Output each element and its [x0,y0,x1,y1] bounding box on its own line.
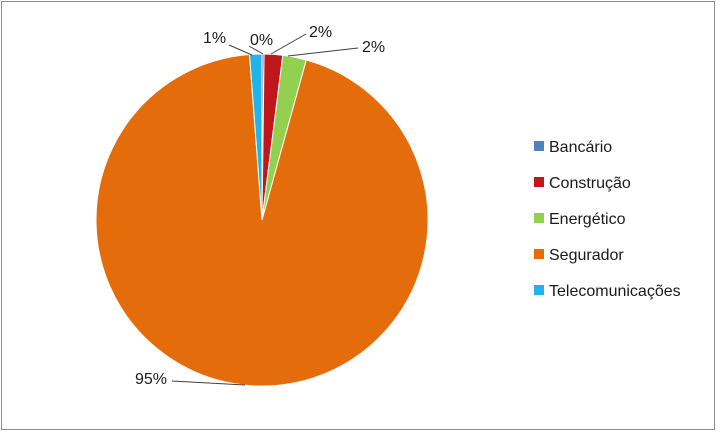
leader-line-4 [228,44,253,56]
legend-swatch-1 [534,177,544,187]
leader-line-1 [270,33,307,55]
data-label-4: 1% [203,30,226,47]
legend-swatch-2 [534,213,544,223]
legend: Bancário Construção Energético Segurador Tel… [534,139,681,300]
legend-swatch-0 [534,141,544,151]
leader-line-2 [287,47,359,57]
data-labels: 0% 2% 2% 95% 1% [135,24,385,388]
legend-swatch-3 [534,249,544,259]
data-label-0: 0% [250,32,273,49]
leader-line-0 [248,45,264,55]
legend-label-1: Construção [549,175,631,192]
legend-label-0: Bancário [549,139,612,156]
legend-label-2: Energético [549,211,626,228]
legend-label-3: Segurador [549,247,624,264]
leader-lines [171,33,359,386]
legend-label-4: Telecomunicações [549,283,681,300]
legend-swatch-4 [534,285,544,295]
data-label-3: 95% [135,371,167,388]
pie-slice-3 [95,53,429,387]
data-label-1: 2% [309,24,332,41]
leader-line-3 [171,380,246,386]
data-label-2: 2% [362,39,385,56]
pie-slices [95,53,429,387]
